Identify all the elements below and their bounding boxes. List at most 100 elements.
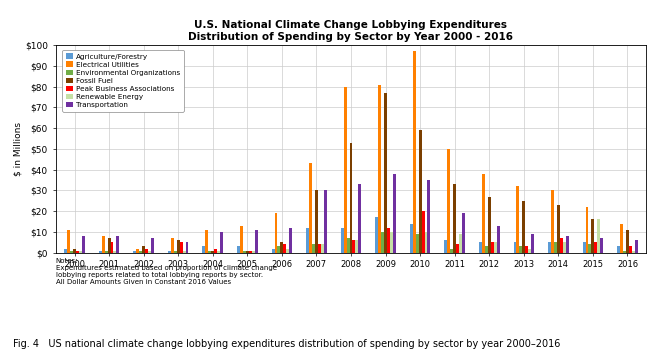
Bar — [349, 143, 353, 253]
Y-axis label: $ in Millions: $ in Millions — [13, 122, 22, 176]
Bar — [488, 197, 490, 253]
Bar — [456, 244, 459, 253]
Bar — [168, 251, 171, 253]
Bar — [208, 251, 212, 253]
Bar — [220, 232, 223, 253]
Bar — [321, 244, 324, 253]
Bar — [274, 213, 278, 253]
Bar — [597, 219, 600, 253]
Bar — [632, 251, 635, 253]
Bar — [594, 242, 597, 253]
Bar — [272, 248, 274, 253]
Bar — [617, 247, 620, 253]
Bar — [416, 234, 419, 253]
Bar — [70, 251, 73, 253]
Bar — [289, 228, 292, 253]
Bar — [79, 251, 82, 253]
Bar — [240, 226, 243, 253]
Bar — [280, 242, 283, 253]
Bar — [358, 184, 361, 253]
Bar — [390, 232, 393, 253]
Bar — [496, 226, 500, 253]
Bar — [551, 191, 554, 253]
Bar — [206, 230, 208, 253]
Bar — [102, 236, 104, 253]
Bar — [462, 213, 465, 253]
Bar — [116, 236, 119, 253]
Bar — [243, 251, 246, 253]
Bar — [315, 191, 318, 253]
Bar — [592, 219, 594, 253]
Bar — [249, 251, 251, 253]
Bar — [626, 230, 629, 253]
Bar — [177, 240, 180, 253]
Bar — [453, 184, 456, 253]
Bar — [145, 248, 148, 253]
Bar — [378, 84, 381, 253]
Bar — [393, 174, 396, 253]
Bar — [586, 207, 588, 253]
Bar — [554, 242, 557, 253]
Bar — [623, 251, 626, 253]
Bar — [214, 248, 217, 253]
Bar — [355, 240, 358, 253]
Bar — [422, 211, 424, 253]
Bar — [588, 244, 592, 253]
Bar — [67, 230, 70, 253]
Bar — [517, 186, 519, 253]
Bar — [343, 87, 347, 253]
Bar — [142, 247, 145, 253]
Bar — [410, 223, 413, 253]
Bar — [114, 251, 116, 253]
Bar — [381, 232, 384, 253]
Bar — [447, 149, 451, 253]
Bar — [522, 201, 525, 253]
Bar — [565, 236, 569, 253]
Bar — [64, 248, 67, 253]
Bar — [375, 217, 378, 253]
Bar — [246, 251, 249, 253]
Bar — [76, 251, 79, 253]
Bar — [490, 242, 494, 253]
Text: Notes:
Expenditures estimated based on proportion of climate change
lobbying rep: Notes: Expenditures estimated based on p… — [56, 258, 276, 285]
Bar — [384, 93, 387, 253]
Bar — [525, 247, 528, 253]
Bar — [286, 248, 289, 253]
Title: U.S. National Climate Change Lobbying Expenditures
Distribution of Spending by S: U.S. National Climate Change Lobbying Ex… — [189, 20, 513, 42]
Bar — [174, 251, 177, 253]
Bar — [419, 130, 422, 253]
Bar — [341, 228, 343, 253]
Bar — [347, 238, 349, 253]
Bar — [283, 244, 286, 253]
Bar — [387, 228, 390, 253]
Bar — [136, 248, 139, 253]
Bar — [324, 191, 326, 253]
Bar — [171, 238, 174, 253]
Bar — [73, 248, 76, 253]
Bar — [139, 251, 142, 253]
Bar — [110, 242, 114, 253]
Bar — [104, 251, 108, 253]
Bar — [148, 251, 151, 253]
Bar — [635, 240, 638, 253]
Bar — [151, 238, 154, 253]
Bar — [582, 242, 586, 253]
Bar — [485, 247, 488, 253]
Bar — [413, 51, 416, 253]
Bar — [251, 251, 255, 253]
Bar — [494, 242, 496, 253]
Bar — [202, 247, 206, 253]
Bar — [428, 180, 430, 253]
Bar — [513, 242, 517, 253]
Bar — [99, 251, 102, 253]
Bar — [133, 251, 136, 253]
Bar — [255, 230, 257, 253]
Bar — [528, 248, 531, 253]
Bar — [180, 242, 183, 253]
Bar — [548, 242, 551, 253]
Bar — [479, 242, 482, 253]
Bar — [424, 232, 428, 253]
Bar — [309, 164, 312, 253]
Bar — [318, 244, 321, 253]
Bar — [217, 251, 220, 253]
